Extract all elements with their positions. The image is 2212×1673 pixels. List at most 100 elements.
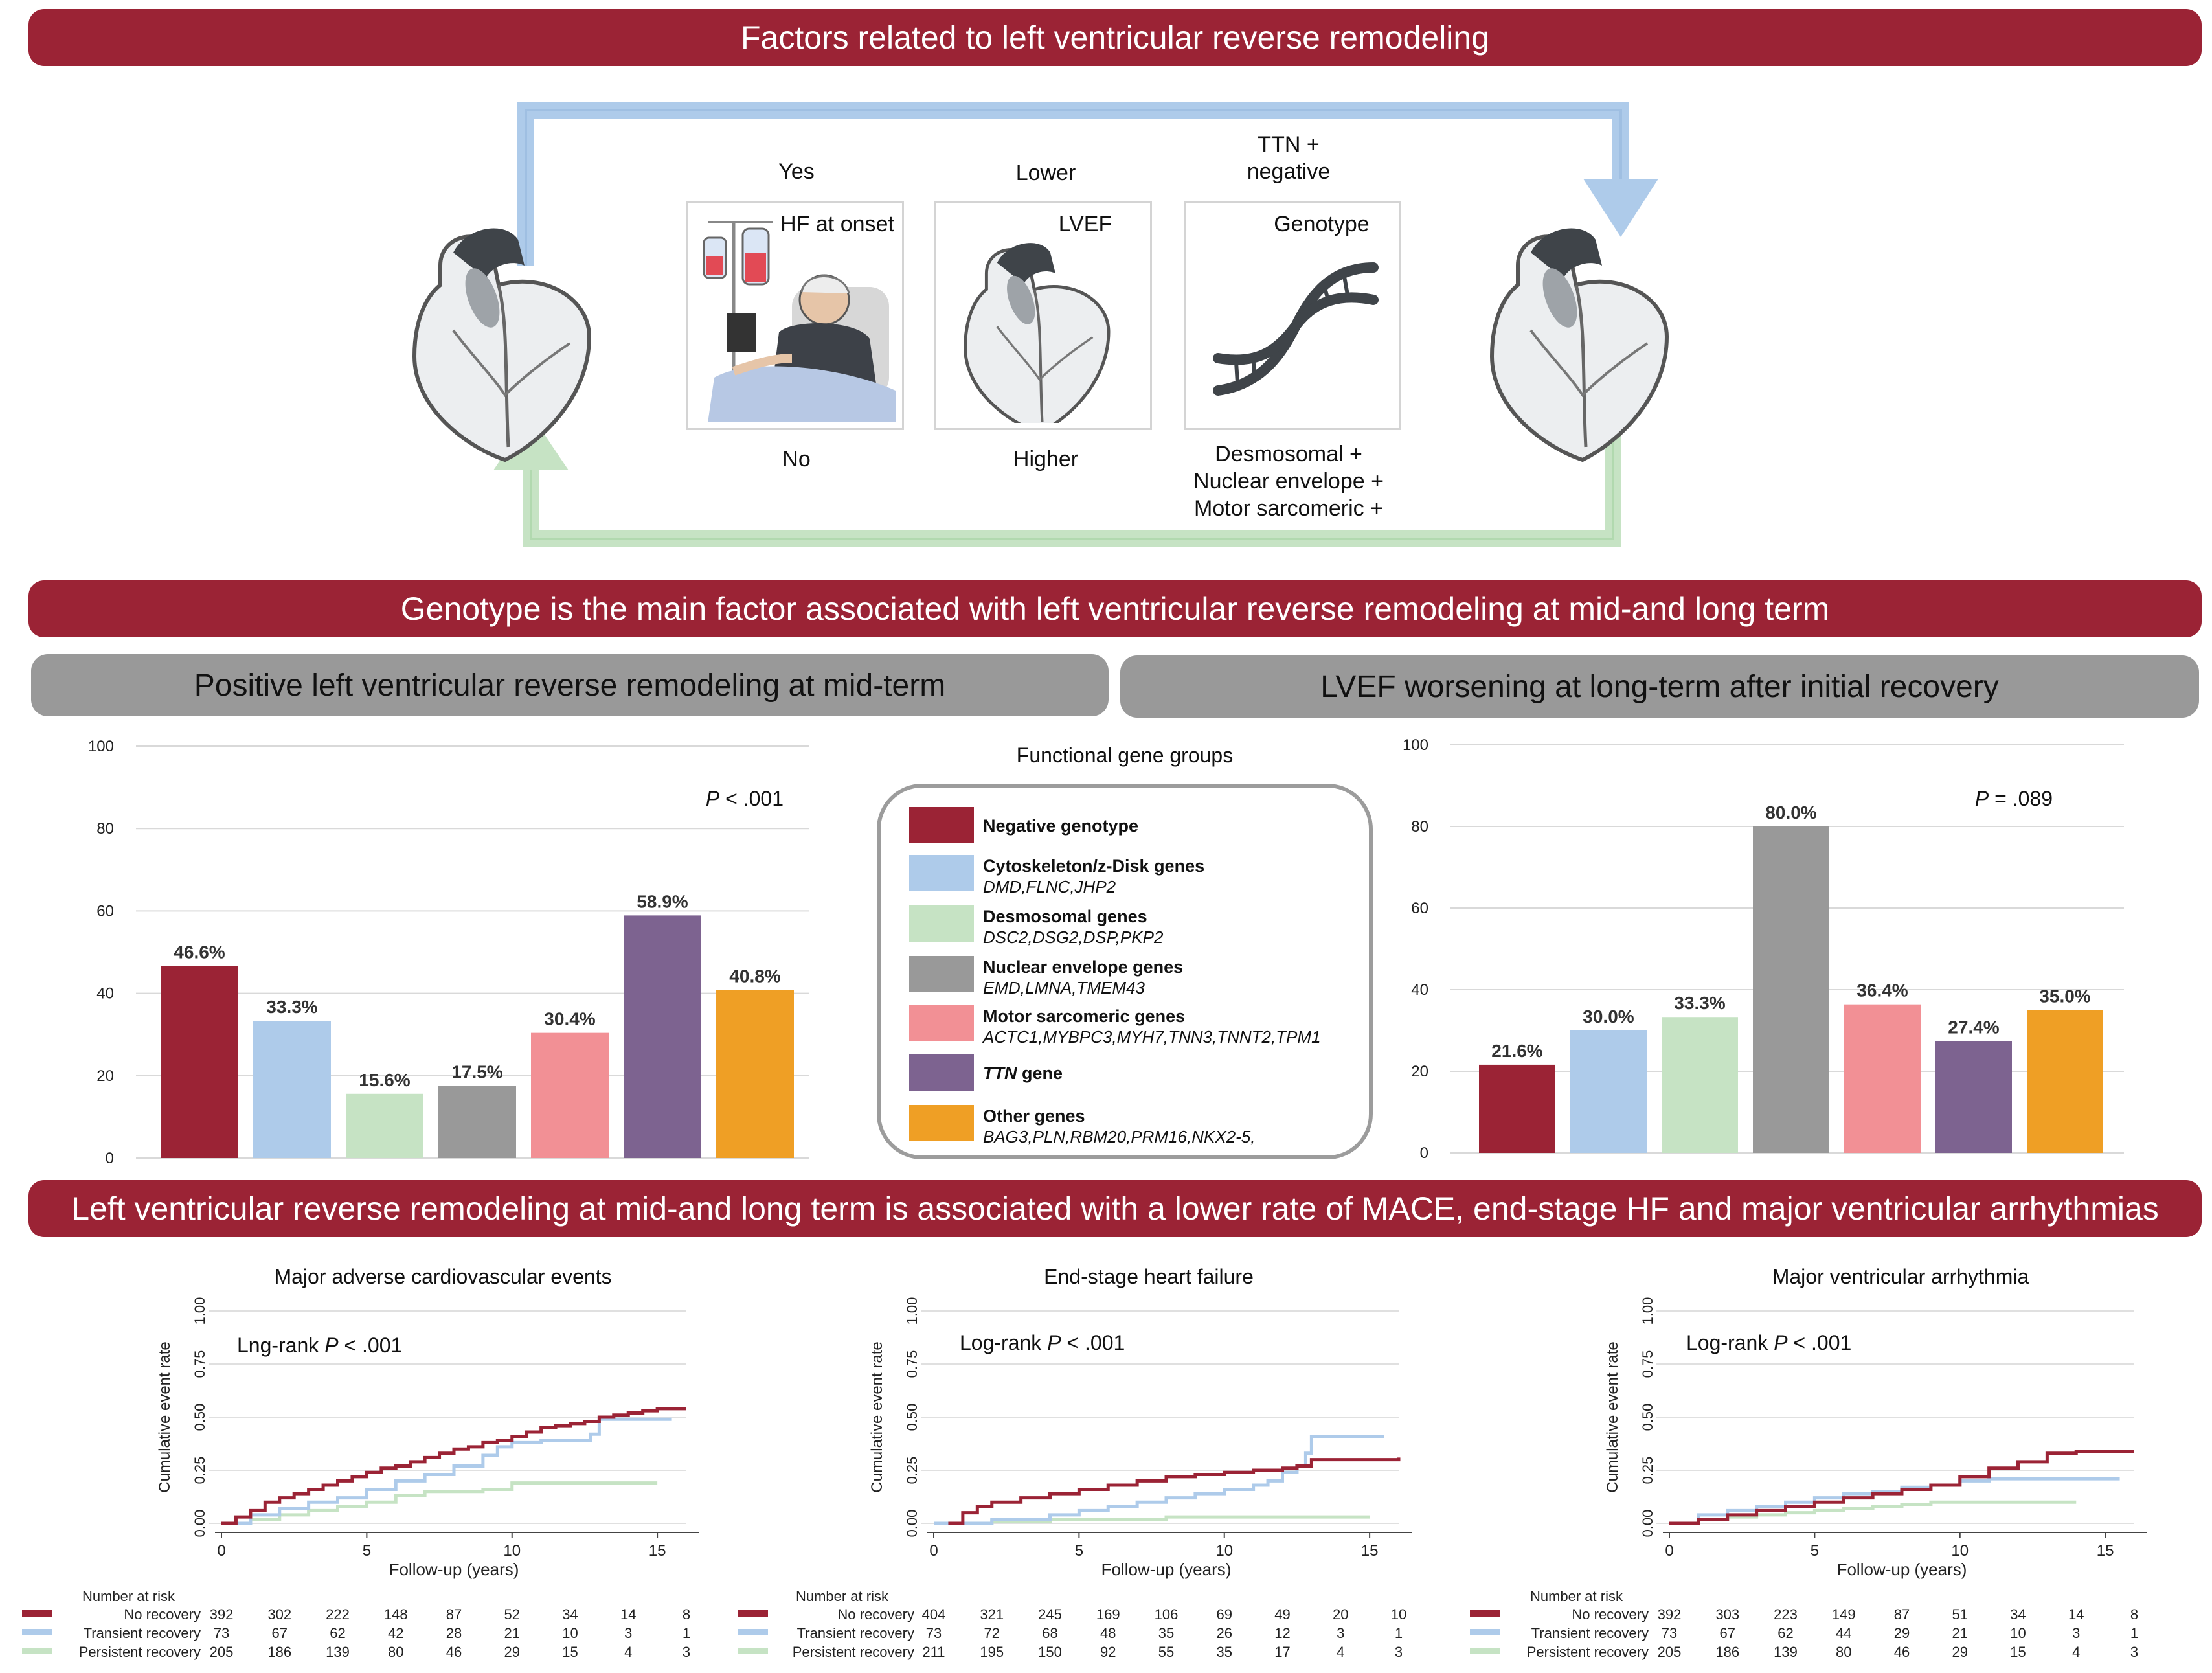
km-title: Major ventricular arrhythmia bbox=[1772, 1265, 2029, 1288]
bar bbox=[1479, 1064, 1555, 1153]
legend-swatch bbox=[909, 956, 974, 992]
risk-count: 29 bbox=[504, 1644, 520, 1660]
subtitle-right: LVEF worsening at long-term after initia… bbox=[1120, 655, 2199, 718]
p-value-italic: P bbox=[706, 787, 720, 810]
risk-table-title: Number at risk bbox=[1530, 1588, 1623, 1604]
p-value-text: = .089 bbox=[1989, 787, 2053, 810]
risk-count: 139 bbox=[326, 1644, 350, 1660]
bar bbox=[1936, 1041, 2012, 1153]
bar bbox=[253, 1021, 331, 1158]
y-tick-label: 20 bbox=[1411, 1063, 1428, 1080]
factor-lvef-card-label: LVEF bbox=[1058, 212, 1112, 236]
bar-value-label: 35.0% bbox=[2039, 986, 2090, 1007]
risk-count: 51 bbox=[1952, 1606, 1968, 1622]
x-axis-label: Follow-up (years) bbox=[1837, 1560, 1967, 1579]
risk-count: 392 bbox=[1658, 1606, 1682, 1622]
bar bbox=[2027, 1010, 2103, 1153]
log-rank-text: < .001 bbox=[339, 1334, 403, 1357]
risk-count: 49 bbox=[1274, 1606, 1290, 1622]
y-tick-label: 80 bbox=[96, 820, 114, 837]
risk-count: 68 bbox=[1042, 1625, 1057, 1641]
risk-count: 205 bbox=[1658, 1644, 1682, 1660]
risk-count: 73 bbox=[926, 1625, 942, 1641]
risk-count: 55 bbox=[1158, 1644, 1174, 1660]
bar-value-label: 17.5% bbox=[451, 1062, 502, 1082]
risk-count: 67 bbox=[272, 1625, 288, 1641]
risk-count: 8 bbox=[683, 1606, 690, 1622]
y-tick-label: 1.00 bbox=[1640, 1297, 1656, 1325]
risk-count: 80 bbox=[388, 1644, 403, 1660]
x-tick-label: 5 bbox=[1075, 1542, 1083, 1560]
x-axis-label: Follow-up (years) bbox=[389, 1560, 519, 1579]
risk-count: 4 bbox=[624, 1644, 632, 1660]
heart-icon bbox=[964, 243, 1111, 423]
y-axis-label: Cumulative event rate bbox=[868, 1341, 886, 1492]
subtitle-right-text: LVEF worsening at long-term after initia… bbox=[1320, 669, 1999, 704]
p-value-annotation: P = .089 bbox=[1975, 787, 2053, 810]
y-tick-label: 0.00 bbox=[1640, 1510, 1656, 1538]
bar-value-label: 21.6% bbox=[1491, 1041, 1542, 1061]
km-title: End-stage heart failure bbox=[1044, 1265, 1254, 1288]
y-tick-label: 60 bbox=[96, 902, 114, 920]
risk-count: 4 bbox=[1337, 1644, 1344, 1660]
x-tick-label: 15 bbox=[1361, 1542, 1379, 1560]
bar-value-label: 80.0% bbox=[1765, 802, 1816, 823]
legend-genes: ACTC1,MYBPC3,MYH7,TNN3,TNNT2,TPM1 bbox=[983, 1027, 1321, 1047]
y-tick-label: 80 bbox=[1411, 818, 1428, 836]
risk-row-label: No recovery bbox=[837, 1606, 914, 1622]
risk-count: 106 bbox=[1155, 1606, 1179, 1622]
risk-count: 26 bbox=[1217, 1625, 1232, 1641]
risk-row-swatch bbox=[1470, 1610, 1500, 1617]
risk-count: 34 bbox=[2010, 1606, 2026, 1622]
risk-count: 148 bbox=[384, 1606, 408, 1622]
bar-value-label: 30.0% bbox=[1583, 1007, 1634, 1027]
km-chart-mace: Major adverse cardiovascular events 0.00 0… bbox=[22, 1265, 699, 1660]
legend-label: Desmosomal genes bbox=[983, 907, 1147, 926]
bar bbox=[161, 966, 238, 1158]
banner-genotype: Genotype is the main factor associated w… bbox=[28, 580, 2202, 637]
x-axis-label: Follow-up (years) bbox=[1101, 1560, 1232, 1579]
risk-table-title: Number at risk bbox=[82, 1588, 175, 1604]
y-tick-label: 0.25 bbox=[192, 1457, 208, 1485]
factor-card-lvef: LVEF bbox=[934, 201, 1152, 430]
risk-count: 3 bbox=[683, 1644, 690, 1660]
x-tick-label: 15 bbox=[649, 1542, 666, 1560]
risk-count: 1 bbox=[683, 1625, 690, 1641]
y-tick-label: 20 bbox=[96, 1067, 114, 1085]
y-tick-label: 60 bbox=[1411, 900, 1428, 917]
risk-count: 12 bbox=[1274, 1625, 1290, 1641]
log-rank-annotation: Lng-rank P < .001 bbox=[237, 1334, 402, 1357]
subtitle-left: Positive left ventricular reverse remode… bbox=[31, 654, 1109, 716]
risk-count: 3 bbox=[1337, 1625, 1344, 1641]
risk-count: 20 bbox=[1333, 1606, 1348, 1622]
y-axis-label: Cumulative event rate bbox=[156, 1341, 174, 1492]
factor-lvef-top-label: Lower bbox=[1015, 161, 1076, 185]
risk-row-label: Transient recovery bbox=[84, 1625, 201, 1641]
log-rank-prefix: Log-rank bbox=[960, 1331, 1047, 1354]
risk-count: 211 bbox=[922, 1644, 945, 1660]
p-value-annotation: P < .001 bbox=[706, 787, 784, 810]
p-value-text: < .001 bbox=[719, 787, 784, 810]
risk-count: 10 bbox=[562, 1625, 578, 1641]
km-chart-arrhythmia: Major ventricular arrhythmia 0.00 0.25 0.50… bbox=[1470, 1265, 2147, 1660]
risk-count: 139 bbox=[1774, 1644, 1798, 1660]
risk-count: 1 bbox=[1395, 1625, 1403, 1641]
risk-row-label: Persistent recovery bbox=[793, 1644, 914, 1660]
legend-label: Cytoskeleton/z-Disk genes bbox=[983, 856, 1205, 876]
risk-count: 29 bbox=[1894, 1625, 1910, 1641]
remodeling-cycle-diagram bbox=[412, 102, 1669, 547]
bar-value-label: 27.4% bbox=[1948, 1017, 1999, 1037]
bar bbox=[716, 990, 794, 1158]
risk-count: 42 bbox=[388, 1625, 403, 1641]
factor-genotype-bottom-label: Desmosomal + Nuclear envelope + Motor sa… bbox=[1193, 442, 1384, 521]
risk-count: 3 bbox=[2130, 1644, 2138, 1660]
risk-count: 73 bbox=[1662, 1625, 1677, 1641]
risk-count: 222 bbox=[326, 1606, 350, 1622]
bar-value-label: 33.3% bbox=[1674, 993, 1725, 1013]
risk-count: 195 bbox=[980, 1644, 1004, 1660]
bar bbox=[1844, 1004, 1921, 1153]
x-tick-label: 5 bbox=[363, 1542, 371, 1560]
y-tick-label: 100 bbox=[88, 738, 114, 755]
risk-row-label: Transient recovery bbox=[1531, 1625, 1649, 1641]
risk-row-swatch bbox=[22, 1629, 52, 1635]
